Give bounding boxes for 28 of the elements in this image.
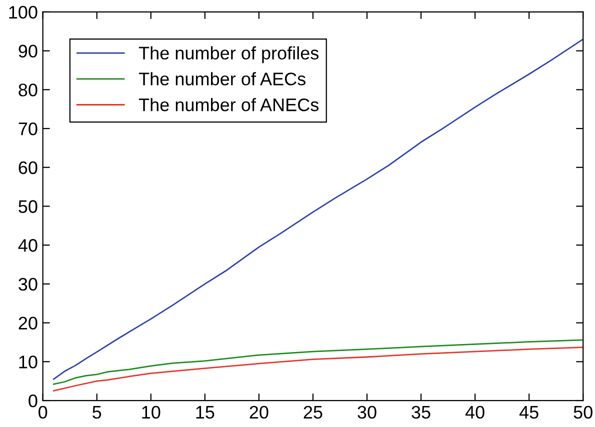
x-tick-label: 0 [38,406,48,419]
legend-label: The number of ANECs [138,98,319,112]
x-tick-label: 5 [92,406,102,419]
x-tick-label: 15 [196,406,214,419]
y-tick-label: 20 [18,316,38,330]
line-series [52,339,584,385]
x-tick-label: 10 [142,406,160,419]
x-tick-label: 45 [519,406,538,419]
x-tick-label: 30 [358,406,376,419]
x-tick-label: 25 [304,406,322,419]
y-tick-label: 10 [19,356,38,368]
y-tick-label: 90 [18,44,38,58]
x-tick-label: 50 [574,406,592,419]
y-tick-label: 100 [9,6,38,19]
y-tick-label: 50 [18,200,38,213]
legend-label: The number of AECs [138,72,306,86]
legend-label: The number of profiles [138,46,319,64]
line-series [52,346,584,392]
y-tick-label: 0 [28,394,38,408]
x-tick-label: 20 [250,406,268,419]
y-tick-label: 40 [18,239,38,252]
y-tick-label: 70 [18,122,38,136]
y-tick-label: 80 [18,84,38,96]
y-tick-label: 30 [18,278,38,291]
x-tick-label: 35 [412,406,430,419]
line-series [52,38,584,380]
x-tick-label: 40 [465,406,484,419]
y-tick-label: 60 [18,161,38,174]
